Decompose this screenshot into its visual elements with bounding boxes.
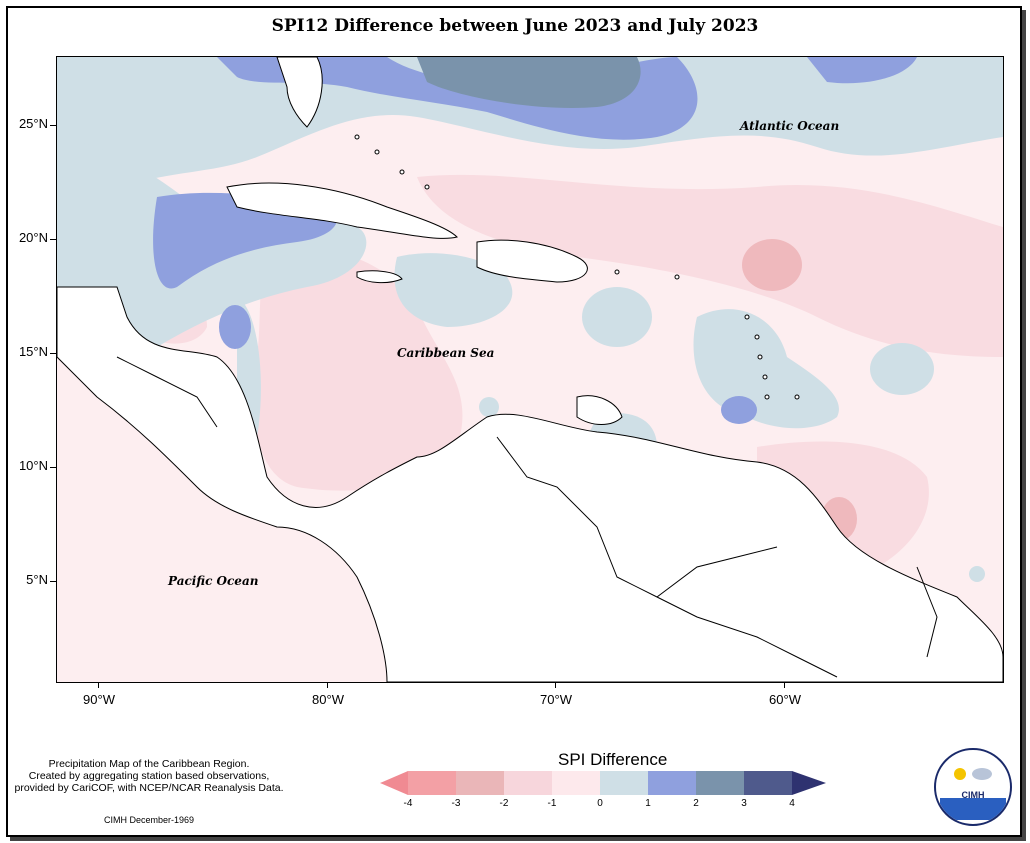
label-caribbean-sea: Caribbean Sea bbox=[397, 346, 495, 360]
lat-tick-10: 10°N bbox=[18, 458, 48, 473]
lat-tick-5: 5°N bbox=[26, 572, 48, 587]
legend-tick-label: 4 bbox=[789, 798, 795, 809]
anomaly-blue-ne bbox=[807, 57, 917, 84]
anomaly-blue-lesser-antilles bbox=[721, 396, 757, 424]
label-pacific-ocean: Pacific Ocean bbox=[168, 574, 259, 588]
island-antilles-2 bbox=[754, 334, 760, 340]
legend-arrow-left bbox=[380, 771, 408, 795]
lon-tick-60: 60°W bbox=[769, 692, 801, 707]
border-venezuela-guyana bbox=[656, 546, 778, 598]
legend-tick-label: 0 bbox=[597, 798, 603, 809]
island-bahamas-4 bbox=[424, 184, 430, 190]
anomaly-lightblue-hispaniola bbox=[394, 253, 513, 327]
anomaly-lightblue-dot bbox=[479, 397, 499, 417]
lon-tickmark bbox=[327, 682, 328, 688]
land-jamaica bbox=[356, 270, 403, 284]
label-atlantic-ocean: Atlantic Ocean bbox=[740, 119, 840, 133]
legend-cell bbox=[648, 771, 696, 795]
legend-arrow-right bbox=[792, 771, 826, 795]
legend-cell bbox=[696, 771, 744, 795]
legend-tick-label: 3 bbox=[741, 798, 747, 809]
anomaly-lightblue-2 bbox=[582, 287, 652, 347]
island-antilles-5 bbox=[764, 394, 770, 400]
land-hispaniola bbox=[476, 239, 588, 283]
legend-tick-label: -1 bbox=[547, 798, 557, 809]
legend-cell bbox=[456, 771, 504, 795]
legend-tick-label: -3 bbox=[451, 798, 461, 809]
map-panel bbox=[56, 56, 1004, 683]
sun-icon bbox=[954, 768, 966, 780]
wave-icon bbox=[940, 798, 1006, 820]
land-central-south-america bbox=[57, 286, 1003, 682]
lat-tickmark bbox=[50, 239, 56, 240]
legend-cell bbox=[504, 771, 552, 795]
legend-colorbar bbox=[380, 771, 826, 795]
legend-cell bbox=[600, 771, 648, 795]
island-puerto-rico bbox=[614, 269, 620, 275]
footer-line-1: Precipitation Map of the Caribbean Regio… bbox=[48, 758, 250, 770]
legend-cell bbox=[552, 771, 600, 795]
lat-tick-15: 15°N bbox=[18, 344, 48, 359]
cloud-icon bbox=[972, 768, 992, 780]
island-bahamas-2 bbox=[374, 149, 380, 155]
land-florida bbox=[276, 57, 323, 128]
anomaly-slate-atlantic bbox=[417, 57, 641, 108]
legend-cell bbox=[408, 771, 456, 795]
anomaly-lightblue-dot-2 bbox=[969, 566, 985, 582]
border-central-america bbox=[116, 356, 218, 428]
island-antilles-1 bbox=[744, 314, 750, 320]
anomaly-blue-cuba-west bbox=[153, 192, 337, 289]
anomaly-dark-pink-1 bbox=[742, 239, 802, 291]
legend-cell bbox=[744, 771, 792, 795]
footer-description: Precipitation Map of the Caribbean Regio… bbox=[14, 758, 284, 794]
lat-tick-20: 20°N bbox=[18, 230, 48, 245]
anomaly-blue-honduras bbox=[219, 305, 251, 349]
lon-tickmark bbox=[555, 682, 556, 688]
lon-tick-70: 70°W bbox=[540, 692, 572, 707]
legend-tick-label: -4 bbox=[403, 798, 413, 809]
map-title: SPI12 Difference between June 2023 and J… bbox=[271, 16, 759, 36]
lat-tickmark bbox=[50, 353, 56, 354]
island-bahamas-1 bbox=[354, 134, 360, 140]
cimh-logo: CIMH bbox=[934, 748, 1012, 826]
legend-tick-label: -2 bbox=[499, 798, 509, 809]
border-suriname bbox=[916, 566, 938, 658]
land-venezuela-bay bbox=[576, 395, 623, 425]
footer-credit: CIMH December-1969 bbox=[104, 815, 195, 825]
legend-tick-label: 2 bbox=[693, 798, 699, 809]
land-cuba bbox=[226, 182, 458, 239]
logo-label: CIMH bbox=[961, 790, 985, 800]
anomaly-pink-atlantic bbox=[417, 174, 1003, 357]
lon-tickmark bbox=[784, 682, 785, 688]
legend-title: SPI Difference bbox=[558, 750, 668, 769]
island-barbados bbox=[794, 394, 800, 400]
lat-tickmark bbox=[50, 581, 56, 582]
map-canvas bbox=[57, 57, 1003, 682]
island-antilles-4 bbox=[762, 374, 768, 380]
lat-tick-25: 25°N bbox=[18, 116, 48, 131]
island-bahamas-3 bbox=[399, 169, 405, 175]
footer-line-2: Created by aggregating station based obs… bbox=[28, 770, 270, 782]
legend-tick-label: 1 bbox=[645, 798, 651, 809]
island-virgin bbox=[674, 274, 680, 280]
island-antilles-3 bbox=[757, 354, 763, 360]
footer-line-3: provided by CariCOF, with NCEP/NCAR Rean… bbox=[14, 782, 284, 794]
lat-tickmark bbox=[50, 125, 56, 126]
logo-graphic bbox=[940, 768, 1006, 820]
lon-tick-80: 80°W bbox=[312, 692, 344, 707]
lat-tickmark bbox=[50, 467, 56, 468]
border-colombia-venezuela bbox=[496, 436, 838, 678]
anomaly-lightblue-3 bbox=[870, 343, 934, 395]
lon-tick-90: 90°W bbox=[83, 692, 115, 707]
lon-tickmark bbox=[98, 682, 99, 688]
